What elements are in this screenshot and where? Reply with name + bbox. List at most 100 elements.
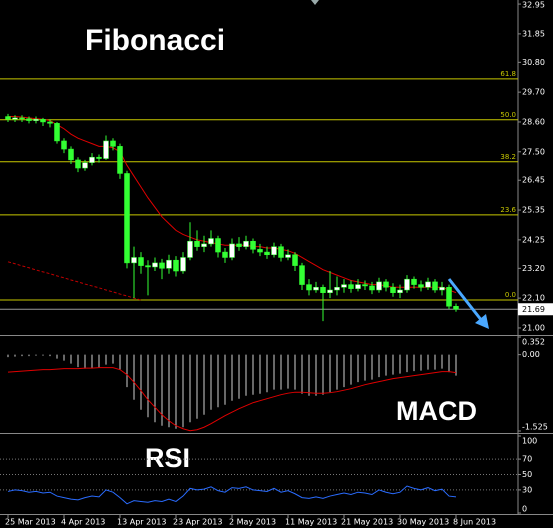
y-tick-label: 0.352 bbox=[522, 338, 545, 347]
candle-body bbox=[145, 265, 151, 268]
candle-body bbox=[383, 281, 389, 288]
y-tick-label: 32.95 bbox=[522, 1, 545, 10]
macd-title: MACD bbox=[396, 396, 477, 426]
y-tick-label: 70 bbox=[522, 455, 532, 464]
candle-body bbox=[173, 259, 179, 272]
candle-body bbox=[166, 259, 172, 269]
candle-body bbox=[5, 116, 11, 120]
candle-body bbox=[96, 156, 102, 159]
candle-body bbox=[131, 257, 137, 264]
candle-body bbox=[61, 140, 67, 150]
y-tick-label: 30.80 bbox=[522, 58, 545, 67]
y-tick-label: 28.60 bbox=[522, 117, 545, 126]
candle-body bbox=[26, 118, 32, 121]
y-tick-label: 22.10 bbox=[522, 294, 545, 303]
y-tick-label: 24.25 bbox=[522, 235, 545, 244]
last-price-label: 21.69 bbox=[522, 305, 545, 314]
candle-body bbox=[187, 240, 193, 258]
arrow-annotation bbox=[447, 278, 489, 329]
candle-body bbox=[446, 287, 452, 307]
candle-body bbox=[327, 289, 333, 293]
fib-label: 61.8 bbox=[500, 70, 516, 78]
candle-body bbox=[397, 289, 403, 293]
candle-body bbox=[439, 287, 445, 291]
y-tick-label: 31.85 bbox=[522, 29, 545, 38]
candle-body bbox=[299, 265, 305, 285]
candle-body bbox=[355, 284, 361, 289]
x-tick-label: 23 Apr 2013 bbox=[173, 518, 222, 527]
arrow-head bbox=[475, 314, 489, 329]
candle-body bbox=[285, 254, 291, 258]
fib-label: 38.2 bbox=[500, 153, 516, 161]
candle-body bbox=[33, 119, 39, 121]
candle-body bbox=[257, 249, 263, 253]
x-tick-label: 8 Jun 2013 bbox=[453, 518, 496, 527]
candle-body bbox=[103, 140, 109, 159]
candle-body bbox=[152, 262, 158, 268]
candle-body bbox=[264, 251, 270, 256]
candle-body bbox=[243, 240, 249, 247]
candle-body bbox=[89, 156, 95, 163]
candle-body bbox=[19, 117, 25, 120]
candle-body bbox=[236, 243, 242, 247]
y-tick-label: 21.00 bbox=[522, 323, 545, 332]
candle-body bbox=[229, 243, 235, 258]
candle-body bbox=[117, 146, 123, 174]
y-tick-label: 25.35 bbox=[522, 206, 545, 215]
candle-body bbox=[47, 121, 53, 124]
candle-body bbox=[453, 306, 459, 310]
y-tick-label: 26.45 bbox=[522, 176, 545, 185]
fib-label: 0.0 bbox=[505, 291, 516, 299]
candle-body bbox=[271, 246, 277, 256]
candle-body bbox=[348, 284, 354, 289]
chart-title: Fibonacci bbox=[85, 24, 225, 57]
candle-body bbox=[320, 287, 326, 293]
candle-body bbox=[250, 240, 256, 250]
candle-body bbox=[180, 257, 186, 272]
candle-body bbox=[12, 117, 18, 120]
signal-line bbox=[7, 367, 457, 432]
candle-body bbox=[82, 162, 88, 169]
candle-body bbox=[201, 243, 207, 247]
candle-body bbox=[341, 284, 347, 288]
candle-body bbox=[208, 238, 214, 245]
y-tick-label: 100 bbox=[522, 437, 537, 446]
y-tick-label: 23.20 bbox=[522, 264, 545, 273]
x-tick-label: 25 Mar 2013 bbox=[5, 518, 56, 527]
x-tick-label: 11 May 2013 bbox=[285, 518, 337, 527]
y-tick-label: 50 bbox=[522, 470, 532, 479]
candle-body bbox=[278, 246, 284, 258]
y-tick-label: -1.525 bbox=[522, 423, 548, 432]
candle-body bbox=[215, 238, 221, 253]
candle-body bbox=[432, 281, 438, 291]
x-tick-label: 13 Apr 2013 bbox=[117, 518, 166, 527]
overlay-line bbox=[7, 261, 142, 301]
y-tick-label: 27.50 bbox=[522, 147, 545, 156]
x-tick-label: 30 May 2013 bbox=[397, 518, 449, 527]
candle-body bbox=[390, 287, 396, 293]
candle-body bbox=[222, 251, 228, 258]
candle-body bbox=[418, 284, 424, 288]
candle-body bbox=[369, 285, 375, 291]
candle-body bbox=[334, 287, 340, 291]
y-tick-label: 0 bbox=[522, 505, 527, 514]
rsi-title: RSI bbox=[145, 443, 190, 473]
candle-body bbox=[411, 278, 417, 285]
shift-marker bbox=[311, 0, 319, 5]
x-tick-label: 21 May 2013 bbox=[341, 518, 393, 527]
candle-body bbox=[292, 254, 298, 266]
rsi-line bbox=[7, 485, 457, 505]
last-price-tag bbox=[518, 303, 553, 316]
candle-body bbox=[376, 281, 382, 291]
fib-label: 50.0 bbox=[500, 111, 516, 119]
candle-body bbox=[404, 278, 410, 291]
candle-body bbox=[40, 119, 46, 123]
candle-body bbox=[159, 262, 165, 269]
y-tick-label: 30 bbox=[522, 485, 532, 494]
candle-body bbox=[68, 148, 74, 161]
arrow-shaft bbox=[447, 278, 484, 322]
candle-body bbox=[75, 159, 81, 169]
candle-body bbox=[425, 281, 431, 288]
